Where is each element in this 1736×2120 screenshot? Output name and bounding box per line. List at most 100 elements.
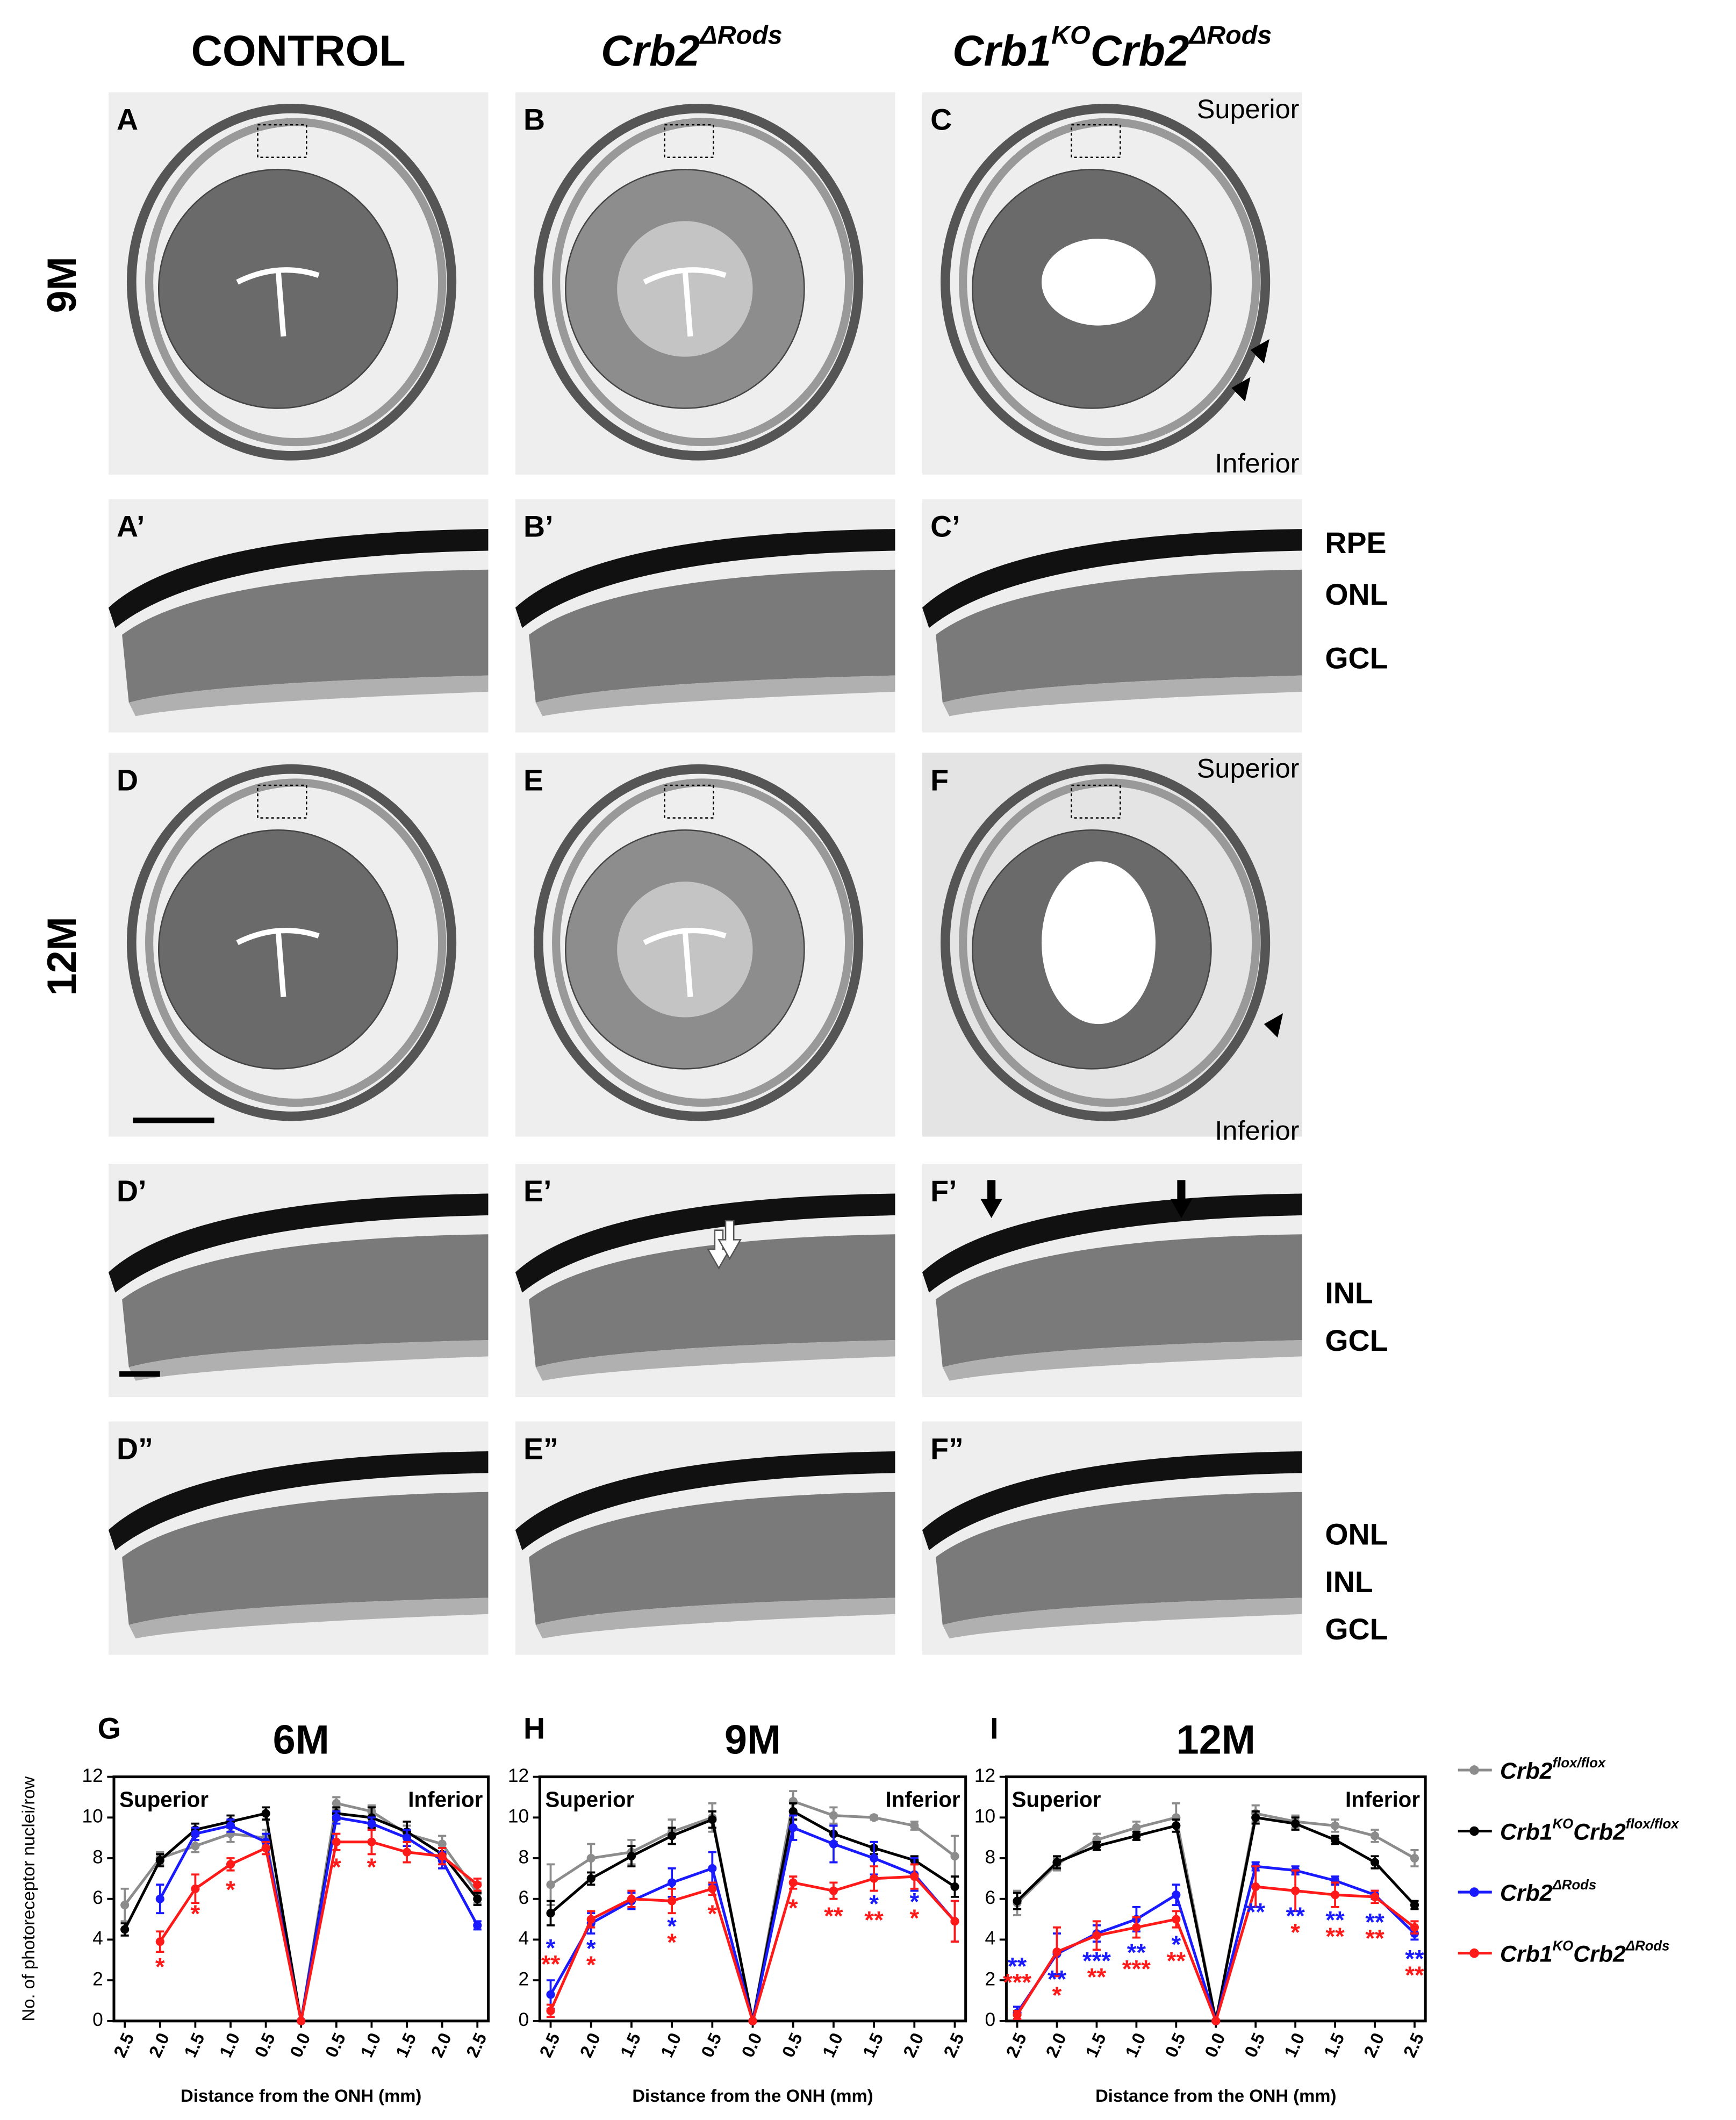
lens-crack bbox=[643, 267, 727, 337]
series-line bbox=[1016, 1811, 1416, 2022]
panel-letter: B’ bbox=[523, 510, 554, 543]
panel-letter: A bbox=[117, 103, 138, 137]
data-point bbox=[402, 1847, 412, 1857]
y-tick-label: 10 bbox=[974, 1806, 995, 1827]
region-label: Inferior bbox=[408, 1787, 483, 1812]
x-tick-label: 1.5 bbox=[180, 2030, 209, 2060]
eye-wall bbox=[126, 764, 457, 1121]
data-point bbox=[1132, 1923, 1141, 1932]
x-tick-label: 0.5 bbox=[778, 2030, 806, 2060]
data-point bbox=[155, 1856, 164, 1865]
data-point bbox=[829, 1839, 838, 1849]
text-part: Crb2 bbox=[1500, 1880, 1553, 1906]
data-point bbox=[191, 1842, 200, 1851]
eye-wall bbox=[533, 104, 864, 461]
panel-letter: E bbox=[523, 764, 543, 797]
layer-label: GCL bbox=[1325, 1613, 1388, 1646]
y-tick-label: 10 bbox=[508, 1806, 529, 1827]
retina bbox=[145, 778, 447, 1107]
significance: ** bbox=[1048, 1965, 1067, 1993]
text-part: Crb2 bbox=[1573, 1820, 1626, 1845]
panel-letter: A’ bbox=[117, 510, 145, 543]
x-axis-label: Distance from the ONH (mm) bbox=[632, 2086, 873, 2105]
data-point bbox=[473, 1894, 482, 1903]
retina bbox=[552, 778, 853, 1107]
significance: ** bbox=[541, 1951, 561, 1978]
x-tick-label: 2.0 bbox=[576, 2030, 604, 2060]
legend-label: Crb1KOCrb2flox/flox bbox=[1500, 1816, 1680, 1845]
y-tick-label: 2 bbox=[985, 1968, 996, 1989]
series-line bbox=[549, 1809, 956, 2022]
data-point bbox=[120, 1900, 130, 1910]
text-part: Crb1 bbox=[952, 27, 1051, 75]
data-point bbox=[1330, 1821, 1340, 1830]
rpe-band bbox=[922, 1193, 1302, 1293]
retina bbox=[145, 118, 447, 447]
plot-frame bbox=[538, 1775, 967, 2023]
layer-label: INL bbox=[1325, 1565, 1373, 1599]
retina-micrograph bbox=[515, 1421, 895, 1655]
superscript: ΔRods bbox=[1552, 1878, 1597, 1893]
data-point bbox=[1251, 1813, 1260, 1822]
inset-box bbox=[664, 784, 714, 819]
significance: * bbox=[586, 1951, 596, 1979]
data-point bbox=[226, 1821, 235, 1830]
data-point bbox=[1052, 1858, 1061, 1867]
panel-letter: F bbox=[930, 764, 949, 797]
layer-label: INL bbox=[1325, 1276, 1373, 1309]
x-tick-label: 2.0 bbox=[1042, 2030, 1070, 2060]
significance: * bbox=[332, 1853, 341, 1881]
x-axis-label: Distance from the ONH (mm) bbox=[181, 2086, 421, 2105]
rpe-band bbox=[515, 1193, 895, 1293]
region-label: Inferior bbox=[1345, 1787, 1420, 1812]
series-line bbox=[159, 1816, 479, 2022]
legend-marker bbox=[1469, 1887, 1479, 1897]
nuclear-layers bbox=[936, 1492, 1302, 1625]
data-point bbox=[1013, 2010, 1022, 2019]
data-point bbox=[1330, 1890, 1340, 1900]
x-tick-label: 1.5 bbox=[616, 2030, 644, 2060]
arrowhead bbox=[1250, 339, 1269, 364]
data-point bbox=[546, 1990, 555, 1999]
y-tick-label: 2 bbox=[92, 1968, 103, 1989]
significance: ** bbox=[1087, 1964, 1107, 1991]
significance: ** bbox=[864, 1907, 884, 1934]
x-tick-label: 0.0 bbox=[1201, 2030, 1229, 2060]
data-point bbox=[155, 1937, 164, 1946]
significance: * bbox=[909, 1888, 919, 1916]
column-header: Crb2ΔRods bbox=[601, 20, 783, 75]
legend-label: Crb1KOCrb2ΔRods bbox=[1500, 1938, 1670, 1967]
significance: ** bbox=[1365, 1925, 1385, 1952]
data-point bbox=[226, 1860, 235, 1869]
superscript: KO bbox=[1553, 1816, 1574, 1831]
series-line bbox=[549, 1875, 956, 2026]
data-point bbox=[1251, 1882, 1260, 1892]
data-point bbox=[155, 1894, 164, 1903]
x-axis-label: Distance from the ONH (mm) bbox=[1095, 2086, 1336, 2105]
region-label: Inferior bbox=[886, 1787, 960, 1812]
superscript: KO bbox=[1553, 1938, 1574, 1953]
x-tick-label: 1.5 bbox=[392, 2030, 420, 2060]
chart-title: 9M bbox=[724, 1717, 781, 1763]
data-point bbox=[627, 1852, 636, 1861]
significance: ** bbox=[1286, 1902, 1305, 1930]
layer-label: ONL bbox=[1325, 578, 1388, 611]
y-tick-label: 0 bbox=[92, 2009, 103, 2030]
panel-letter: G bbox=[98, 1711, 121, 1745]
lens-damage bbox=[1042, 239, 1156, 326]
inner-layers bbox=[942, 1598, 1302, 1639]
arrow bbox=[1170, 1180, 1193, 1218]
significance: ** bbox=[1008, 1952, 1027, 1980]
x-tick-label: 1.0 bbox=[657, 2030, 685, 2060]
eye-micrograph bbox=[922, 753, 1302, 1137]
data-point bbox=[473, 1880, 482, 1889]
y-tick-label: 8 bbox=[985, 1846, 996, 1867]
series-line bbox=[1016, 1816, 1416, 2022]
data-point bbox=[586, 1874, 596, 1883]
data-point bbox=[1291, 1819, 1300, 1828]
x-tick-label: 2.5 bbox=[462, 2030, 491, 2060]
significance: *** bbox=[1122, 1955, 1151, 1982]
retina-micrograph bbox=[922, 1164, 1302, 1398]
significance: * bbox=[226, 1876, 235, 1903]
data-point bbox=[1410, 1923, 1419, 1932]
